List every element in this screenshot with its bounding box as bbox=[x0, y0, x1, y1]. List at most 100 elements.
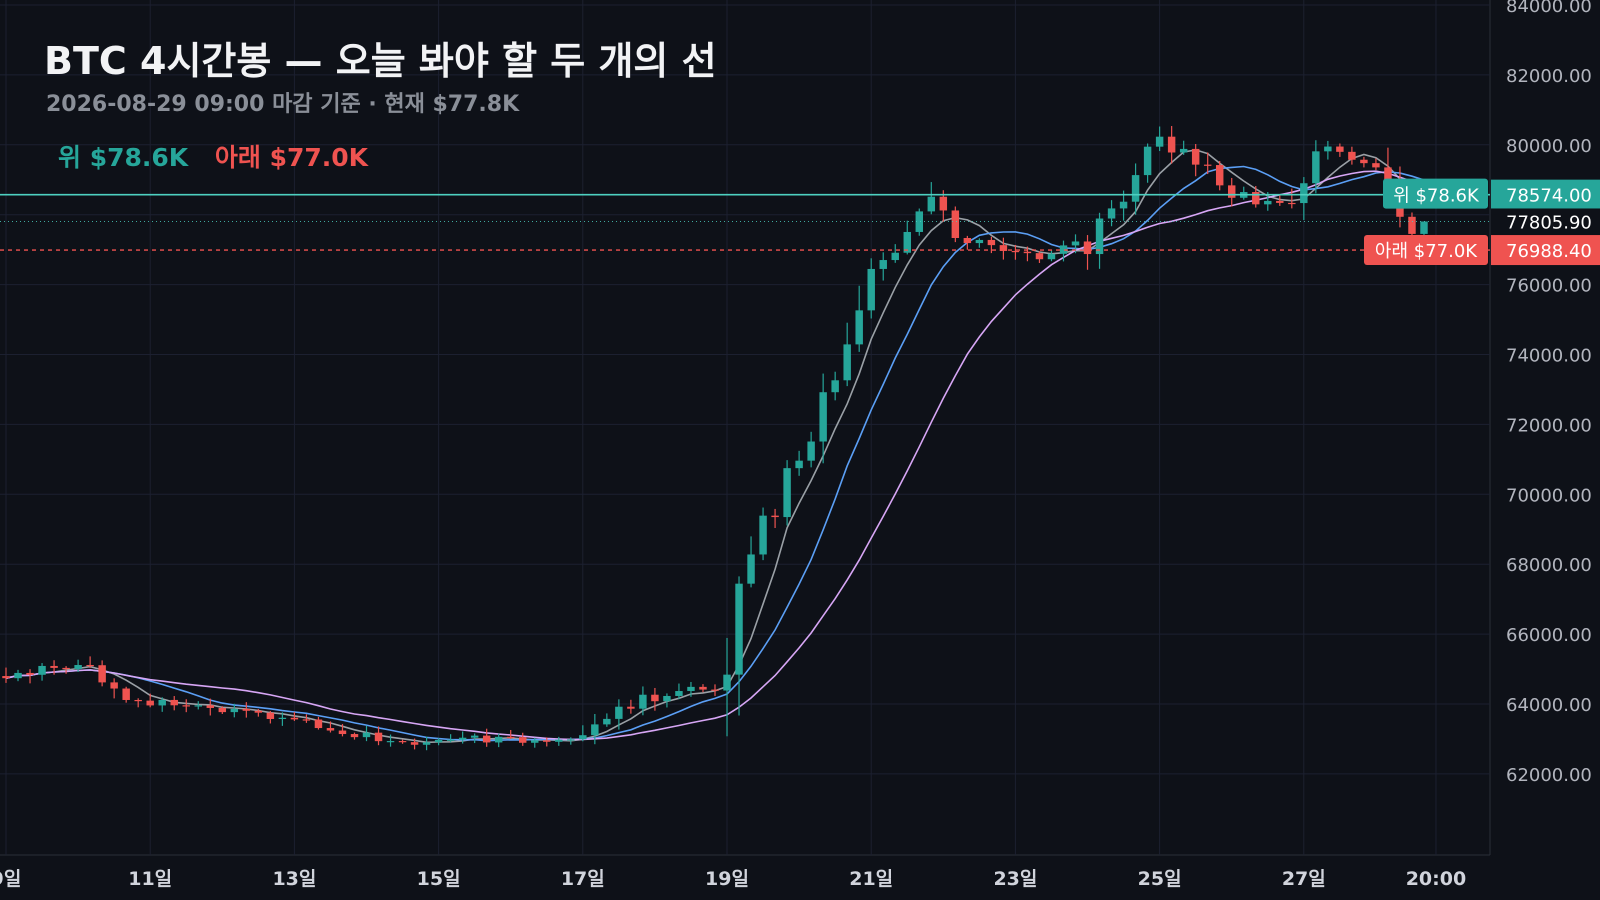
candle-up[interactable] bbox=[458, 737, 467, 740]
candle-up[interactable] bbox=[158, 699, 166, 706]
candle-down[interactable] bbox=[182, 705, 190, 707]
candle-down[interactable] bbox=[62, 667, 70, 670]
candle-up[interactable] bbox=[1143, 146, 1152, 176]
candle-up[interactable] bbox=[1155, 136, 1164, 147]
candle-down[interactable] bbox=[627, 706, 635, 709]
candle-down[interactable] bbox=[254, 710, 263, 713]
candle-down[interactable] bbox=[939, 196, 948, 211]
candle-up[interactable] bbox=[1071, 241, 1080, 246]
candle-up[interactable] bbox=[1047, 253, 1056, 260]
candle-down[interactable] bbox=[206, 705, 215, 708]
candle-up[interactable] bbox=[1324, 146, 1332, 152]
candle-down[interactable] bbox=[1215, 165, 1224, 186]
candle-down[interactable] bbox=[410, 742, 419, 745]
candle-down[interactable] bbox=[1083, 241, 1092, 255]
candle-down[interactable] bbox=[1336, 146, 1344, 152]
candle-up[interactable] bbox=[843, 344, 851, 381]
candle-down[interactable] bbox=[1191, 148, 1200, 165]
candle-down[interactable] bbox=[146, 700, 154, 706]
candle-up[interactable] bbox=[579, 735, 587, 740]
candle-down[interactable] bbox=[1276, 200, 1284, 203]
candle-up[interactable] bbox=[819, 392, 827, 442]
candle-up[interactable] bbox=[446, 739, 455, 741]
candle-up[interactable] bbox=[1420, 221, 1428, 234]
candle-up[interactable] bbox=[891, 252, 899, 261]
candle-up[interactable] bbox=[74, 665, 82, 670]
candle-up[interactable] bbox=[1107, 208, 1116, 219]
candle-up[interactable] bbox=[230, 708, 239, 713]
candle-down[interactable] bbox=[266, 712, 275, 719]
candle-up[interactable] bbox=[759, 515, 767, 555]
candle-down[interactable] bbox=[398, 741, 407, 743]
candle-down[interactable] bbox=[951, 210, 960, 239]
candle-down[interactable] bbox=[771, 515, 779, 518]
candle-up[interactable] bbox=[879, 260, 887, 269]
candle-down[interactable] bbox=[2, 676, 10, 679]
candle-down[interactable] bbox=[711, 689, 719, 691]
candle-up[interactable] bbox=[783, 468, 791, 518]
candle-down[interactable] bbox=[134, 699, 142, 702]
candle-down[interactable] bbox=[987, 239, 996, 246]
candle-down[interactable] bbox=[290, 717, 299, 720]
candle-up[interactable] bbox=[38, 665, 46, 675]
candle-down[interactable] bbox=[326, 728, 335, 731]
candle-up[interactable] bbox=[615, 706, 623, 719]
candle-up[interactable] bbox=[591, 724, 599, 736]
candle-up[interactable] bbox=[1059, 245, 1068, 254]
candle-up[interactable] bbox=[1119, 201, 1128, 209]
candle-up[interactable] bbox=[1264, 200, 1272, 205]
candle-down[interactable] bbox=[302, 719, 311, 721]
candle-up[interactable] bbox=[855, 310, 863, 345]
candle-down[interactable] bbox=[50, 665, 58, 668]
candle-down[interactable] bbox=[482, 735, 491, 743]
candle-down[interactable] bbox=[338, 730, 347, 735]
candle-down[interactable] bbox=[1227, 185, 1236, 198]
candle-up[interactable] bbox=[867, 268, 875, 311]
candle-up[interactable] bbox=[567, 739, 575, 741]
candle-down[interactable] bbox=[1252, 192, 1260, 205]
candle-down[interactable] bbox=[699, 686, 707, 690]
candle-down[interactable] bbox=[1203, 164, 1212, 166]
candle-up[interactable] bbox=[531, 740, 539, 743]
candle-up[interactable] bbox=[1312, 151, 1320, 184]
candle-up[interactable] bbox=[194, 705, 202, 707]
candle-up[interactable] bbox=[675, 691, 683, 696]
candle-up[interactable] bbox=[1095, 218, 1104, 255]
candle-down[interactable] bbox=[218, 707, 227, 713]
candle-up[interactable] bbox=[795, 460, 803, 469]
candle-up[interactable] bbox=[915, 211, 924, 232]
candle-up[interactable] bbox=[1131, 175, 1140, 202]
candle-down[interactable] bbox=[1035, 253, 1044, 260]
candle-down[interactable] bbox=[122, 688, 130, 700]
candle-up[interactable] bbox=[687, 686, 695, 692]
candle-up[interactable] bbox=[903, 231, 911, 253]
candle-up[interactable] bbox=[639, 694, 647, 709]
candle-up[interactable] bbox=[603, 718, 611, 725]
candle-down[interactable] bbox=[98, 665, 106, 683]
candle-up[interactable] bbox=[362, 732, 371, 738]
candle-down[interactable] bbox=[1023, 251, 1032, 254]
candle-down[interactable] bbox=[170, 699, 178, 706]
candle-down[interactable] bbox=[1288, 202, 1296, 205]
candle-up[interactable] bbox=[831, 380, 839, 393]
candle-up[interactable] bbox=[14, 672, 22, 679]
candle-up[interactable] bbox=[470, 735, 479, 738]
candle-up[interactable] bbox=[723, 674, 731, 691]
candle-down[interactable] bbox=[1372, 163, 1380, 168]
candle-down[interactable] bbox=[314, 719, 323, 729]
candle-down[interactable] bbox=[374, 732, 383, 742]
candle-up[interactable] bbox=[747, 554, 755, 584]
candle-up[interactable] bbox=[927, 196, 936, 212]
candle-up[interactable] bbox=[434, 739, 443, 743]
candle-up[interactable] bbox=[494, 736, 503, 743]
candle-up[interactable] bbox=[663, 695, 671, 702]
candle-up[interactable] bbox=[735, 583, 743, 675]
candle-down[interactable] bbox=[543, 740, 551, 742]
candle-down[interactable] bbox=[1167, 136, 1176, 153]
candle-down[interactable] bbox=[1408, 216, 1416, 234]
candle-up[interactable] bbox=[1300, 183, 1308, 204]
candle-up[interactable] bbox=[1179, 148, 1188, 153]
candle-up[interactable] bbox=[807, 441, 815, 461]
candle-down[interactable] bbox=[1384, 167, 1392, 189]
